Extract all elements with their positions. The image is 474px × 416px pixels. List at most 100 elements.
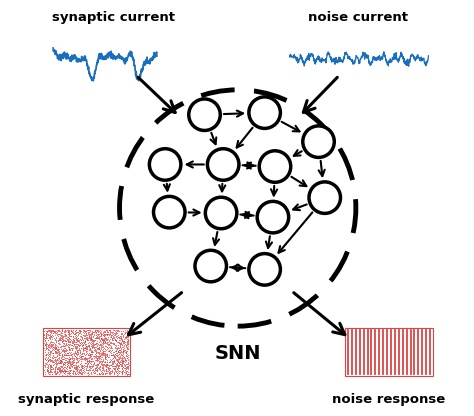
Point bbox=[103, 361, 110, 367]
Point bbox=[124, 331, 132, 337]
Point bbox=[120, 365, 128, 371]
Point bbox=[79, 344, 87, 351]
Point bbox=[66, 339, 74, 346]
Point bbox=[122, 334, 129, 340]
Point bbox=[41, 362, 48, 369]
Point bbox=[111, 344, 118, 351]
Point bbox=[95, 339, 103, 346]
Point bbox=[61, 352, 69, 358]
Point bbox=[82, 366, 90, 372]
Point bbox=[73, 350, 80, 357]
Point bbox=[73, 327, 80, 333]
Point bbox=[123, 371, 130, 377]
Point bbox=[85, 329, 93, 335]
Point bbox=[103, 363, 110, 369]
Point bbox=[81, 356, 89, 362]
Point bbox=[86, 347, 94, 353]
Point bbox=[102, 328, 109, 334]
Point bbox=[91, 365, 99, 371]
Point bbox=[51, 347, 58, 354]
Point bbox=[81, 359, 89, 366]
Point bbox=[90, 330, 98, 337]
Point bbox=[80, 350, 88, 357]
Point bbox=[121, 362, 129, 369]
Point bbox=[72, 348, 79, 354]
Point bbox=[106, 336, 113, 342]
Point bbox=[94, 345, 102, 352]
Point bbox=[51, 365, 58, 371]
Point bbox=[110, 369, 118, 375]
Point bbox=[52, 358, 60, 364]
Point bbox=[61, 360, 68, 367]
Point bbox=[54, 353, 61, 359]
Point bbox=[93, 370, 100, 377]
Point bbox=[64, 344, 72, 350]
Point bbox=[120, 347, 128, 353]
Point bbox=[112, 361, 119, 368]
Point bbox=[55, 352, 63, 358]
Point bbox=[46, 367, 54, 374]
Point bbox=[112, 357, 119, 364]
Point bbox=[111, 347, 119, 354]
Point bbox=[73, 347, 81, 354]
Point bbox=[81, 341, 89, 348]
Point bbox=[57, 367, 65, 374]
Point bbox=[53, 332, 60, 338]
Point bbox=[86, 366, 94, 373]
Point bbox=[59, 333, 67, 340]
Point bbox=[98, 359, 106, 365]
Point bbox=[123, 337, 131, 344]
Point bbox=[95, 361, 102, 368]
Point bbox=[83, 343, 91, 350]
Point bbox=[46, 343, 54, 350]
Point bbox=[81, 335, 88, 342]
Point bbox=[115, 359, 122, 365]
Point bbox=[44, 351, 51, 357]
Point bbox=[65, 364, 73, 370]
Point bbox=[65, 329, 73, 336]
Point bbox=[86, 350, 94, 357]
Point bbox=[82, 330, 90, 337]
Point bbox=[115, 350, 123, 357]
Point bbox=[95, 354, 103, 361]
Point bbox=[83, 363, 91, 369]
Point bbox=[56, 370, 64, 376]
Point bbox=[56, 368, 64, 374]
Point bbox=[95, 344, 103, 351]
Point bbox=[63, 355, 70, 362]
Point bbox=[52, 339, 60, 346]
Point bbox=[83, 346, 91, 352]
Point bbox=[85, 357, 93, 364]
Point bbox=[104, 331, 112, 337]
Point bbox=[80, 326, 87, 333]
Point bbox=[104, 354, 111, 361]
Point bbox=[62, 368, 69, 374]
Point bbox=[72, 367, 80, 374]
Point bbox=[72, 350, 80, 357]
Point bbox=[73, 337, 81, 344]
Point bbox=[124, 354, 131, 360]
Point bbox=[52, 356, 59, 362]
Point bbox=[56, 340, 64, 347]
Point bbox=[44, 327, 51, 334]
Point bbox=[122, 369, 130, 375]
Point bbox=[58, 351, 65, 358]
Point bbox=[78, 345, 85, 352]
Point bbox=[123, 361, 131, 368]
Point bbox=[61, 363, 68, 370]
Point bbox=[64, 358, 71, 364]
Point bbox=[99, 371, 106, 377]
Point bbox=[78, 345, 85, 352]
Point bbox=[123, 353, 131, 360]
Point bbox=[115, 366, 122, 373]
Point bbox=[56, 363, 64, 370]
Point bbox=[74, 358, 82, 364]
Point bbox=[91, 362, 99, 368]
Point bbox=[73, 338, 81, 345]
Point bbox=[47, 357, 55, 364]
Point bbox=[72, 354, 80, 360]
Point bbox=[59, 334, 66, 340]
Point bbox=[122, 356, 130, 363]
Point bbox=[68, 353, 76, 360]
Point bbox=[114, 348, 122, 354]
